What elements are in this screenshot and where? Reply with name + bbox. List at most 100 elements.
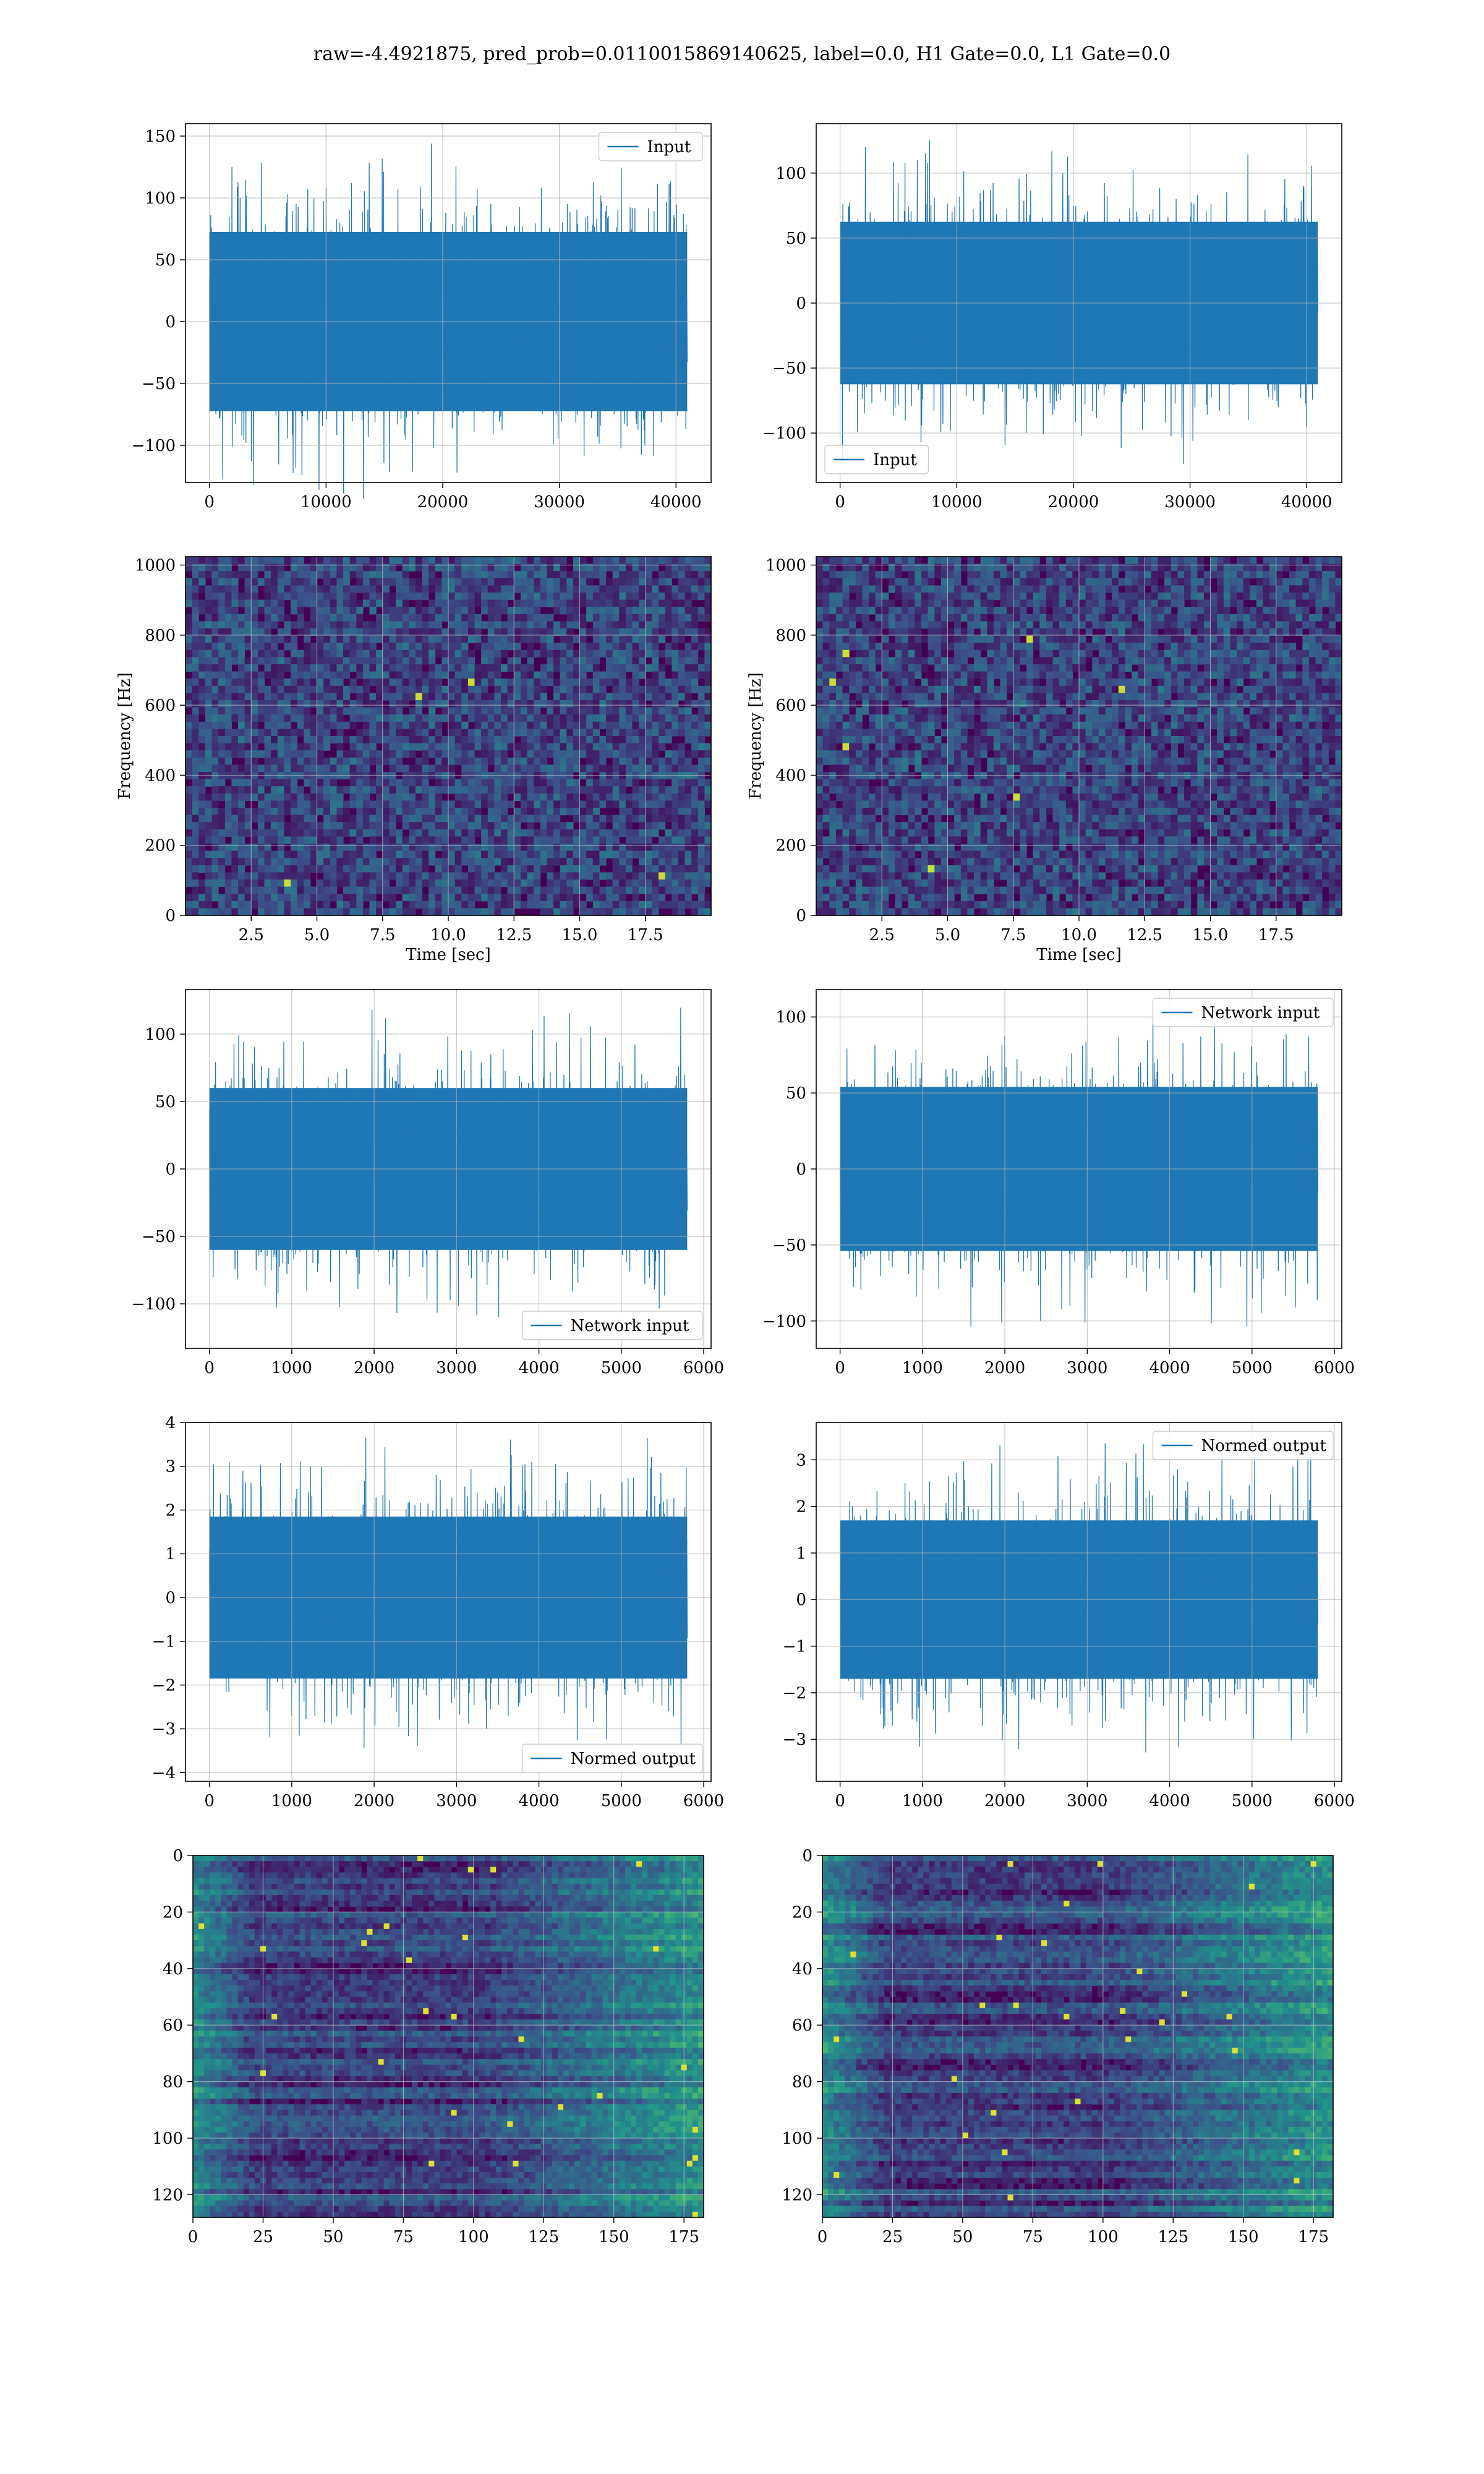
x-tick-label: 5000 — [601, 1792, 642, 1810]
y-tick-label: 0 — [796, 907, 806, 925]
x-tick-label: 6000 — [683, 1359, 724, 1377]
y-tick-label: 50 — [786, 1084, 806, 1103]
x-tick-label: 50 — [323, 2228, 343, 2246]
l1-input-series-line — [839, 140, 1319, 464]
x-tick-label: 2000 — [984, 1792, 1025, 1810]
x-tick-label: 100 — [458, 2228, 489, 2246]
x-axis-label: Time [sec] — [406, 946, 491, 964]
y-tick-label: 80 — [792, 2073, 812, 2092]
h1-embedding-heatmap-cells — [193, 1856, 704, 2218]
x-tick-label: 1000 — [902, 1792, 943, 1810]
l1-normed-output-chart: 0 1000 2000 3000 4000 5000 6000 −3 −2 −1 0 1 2 3 Norme… — [783, 1422, 1355, 1810]
h1-normed-output-chart: 0 1000 2000 3000 4000 5000 6000 −4 −3 −2 −1 0 1 2 3 4 No… — [152, 1414, 724, 1810]
y-tick-label: 100 — [775, 1008, 806, 1027]
h1-network-input-chart: 0 1000 2000 3000 4000 5000 6000 −100 −50 0 50 100 Ne… — [132, 989, 724, 1377]
y-tick-label: 20 — [163, 1903, 183, 1922]
y-tick-label: 3 — [165, 1458, 176, 1476]
y-tick-label: 0 — [802, 1847, 812, 1865]
x-tick-label: 4000 — [518, 1359, 559, 1377]
figure-title: raw=-4.4921875, pred_prob=0.011001586914… — [313, 43, 1171, 65]
h1-spectrogram-heatmap-cells — [186, 557, 712, 916]
y-tick-label: 100 — [145, 189, 176, 208]
y-tick-label: 50 — [155, 251, 176, 270]
x-tick-label: 3000 — [436, 1359, 477, 1377]
x-tick-label: 0 — [835, 493, 845, 511]
l1-normed-output-legend: Normed output — [1152, 1431, 1334, 1460]
x-tick-label: 175 — [1298, 2228, 1329, 2246]
l1-spectrogram-heatmap-cells — [816, 557, 1342, 916]
x-axis-label: Time [sec] — [1036, 946, 1122, 964]
h1-network-input-legend: Network input — [521, 1311, 703, 1340]
x-tick-label: 40000 — [1281, 493, 1333, 511]
x-tick-label: 12.5 — [1127, 926, 1162, 944]
y-tick-label: 100 — [775, 165, 806, 183]
y-tick-label: −100 — [762, 1312, 806, 1331]
legend-label: Normed output — [571, 1750, 696, 1768]
x-tick-label: 25 — [882, 2228, 903, 2246]
x-tick-label: 175 — [668, 2228, 699, 2246]
x-tick-label: 0 — [188, 2228, 198, 2246]
y-tick-label: 100 — [152, 2129, 183, 2148]
h1-input-chart: 0 10000 20000 30000 40000 −100 −50 0 50 100 150 Inp… — [132, 123, 712, 511]
x-tick-label: 1000 — [902, 1359, 943, 1377]
l1-normed-output-series-line — [839, 1443, 1319, 1753]
y-tick-label: 800 — [775, 627, 806, 645]
legend-label: Normed output — [1201, 1437, 1327, 1455]
y-tick-label: 2 — [165, 1501, 176, 1520]
x-tick-label: 150 — [599, 2228, 629, 2246]
y-tick-label: 600 — [775, 696, 806, 715]
y-tick-label: 400 — [145, 766, 176, 785]
x-tick-label: 2.5 — [239, 926, 264, 944]
y-tick-label: 0 — [796, 294, 806, 313]
x-tick-label: 4000 — [518, 1792, 559, 1810]
x-tick-label: 17.5 — [628, 926, 663, 944]
x-tick-label: 150 — [1228, 2228, 1259, 2246]
y-tick-label: 0 — [173, 1847, 183, 1865]
x-tick-label: 2000 — [354, 1792, 394, 1810]
x-tick-label: 3000 — [436, 1792, 477, 1810]
y-tick-label: 1 — [796, 1544, 806, 1563]
y-tick-label: −1 — [152, 1633, 176, 1651]
y-tick-label: 600 — [145, 696, 176, 715]
y-tick-label: 80 — [163, 2073, 183, 2092]
y-tick-label: 1 — [165, 1545, 176, 1564]
y-tick-label: 120 — [152, 2186, 183, 2204]
x-tick-label: 6000 — [1314, 1792, 1355, 1810]
h1-input-axes-frame — [185, 123, 712, 483]
x-tick-label: 125 — [528, 2228, 559, 2246]
y-tick-label: −100 — [132, 437, 176, 455]
l1-network-input-series-line — [839, 1011, 1319, 1327]
h1-input-grid — [186, 124, 711, 482]
y-tick-label: 50 — [786, 229, 806, 248]
l1-input-chart: 0 10000 20000 30000 40000 −100 −50 0 50 100 Input — [762, 123, 1342, 511]
y-tick-label: 100 — [145, 1025, 176, 1044]
y-tick-label: 3 — [796, 1451, 806, 1470]
x-tick-label: 2000 — [354, 1359, 394, 1377]
y-tick-label: −3 — [152, 1720, 176, 1739]
y-tick-label: 0 — [165, 1589, 176, 1607]
x-tick-label: 75 — [1023, 2228, 1043, 2246]
x-tick-label: 3000 — [1067, 1359, 1107, 1377]
y-tick-label: 60 — [163, 2016, 183, 2035]
y-tick-label: 200 — [775, 837, 806, 855]
x-tick-label: 5000 — [1232, 1792, 1273, 1810]
y-axis-label: Frequency [Hz] — [746, 672, 765, 800]
y-tick-label: 50 — [155, 1093, 176, 1111]
x-tick-label: 5000 — [601, 1359, 642, 1377]
x-tick-label: 20000 — [417, 493, 469, 511]
x-tick-label: 2000 — [984, 1359, 1025, 1377]
l1-network-input-grid — [816, 990, 1342, 1348]
h1-input-legend: Input — [598, 132, 703, 161]
l1-input-grid — [816, 124, 1342, 482]
y-tick-label: 1000 — [135, 557, 176, 575]
y-tick-label: −50 — [772, 359, 806, 378]
y-tick-label: 0 — [165, 907, 176, 925]
legend-label: Input — [647, 138, 691, 156]
y-tick-label: −50 — [142, 375, 176, 393]
x-tick-label: 15.0 — [1193, 926, 1229, 944]
x-tick-label: 10000 — [931, 493, 983, 511]
x-tick-label: 125 — [1158, 2228, 1188, 2246]
x-tick-label: 0 — [835, 1359, 845, 1377]
x-tick-label: 7.5 — [370, 926, 395, 944]
legend-label: Input — [873, 451, 917, 469]
